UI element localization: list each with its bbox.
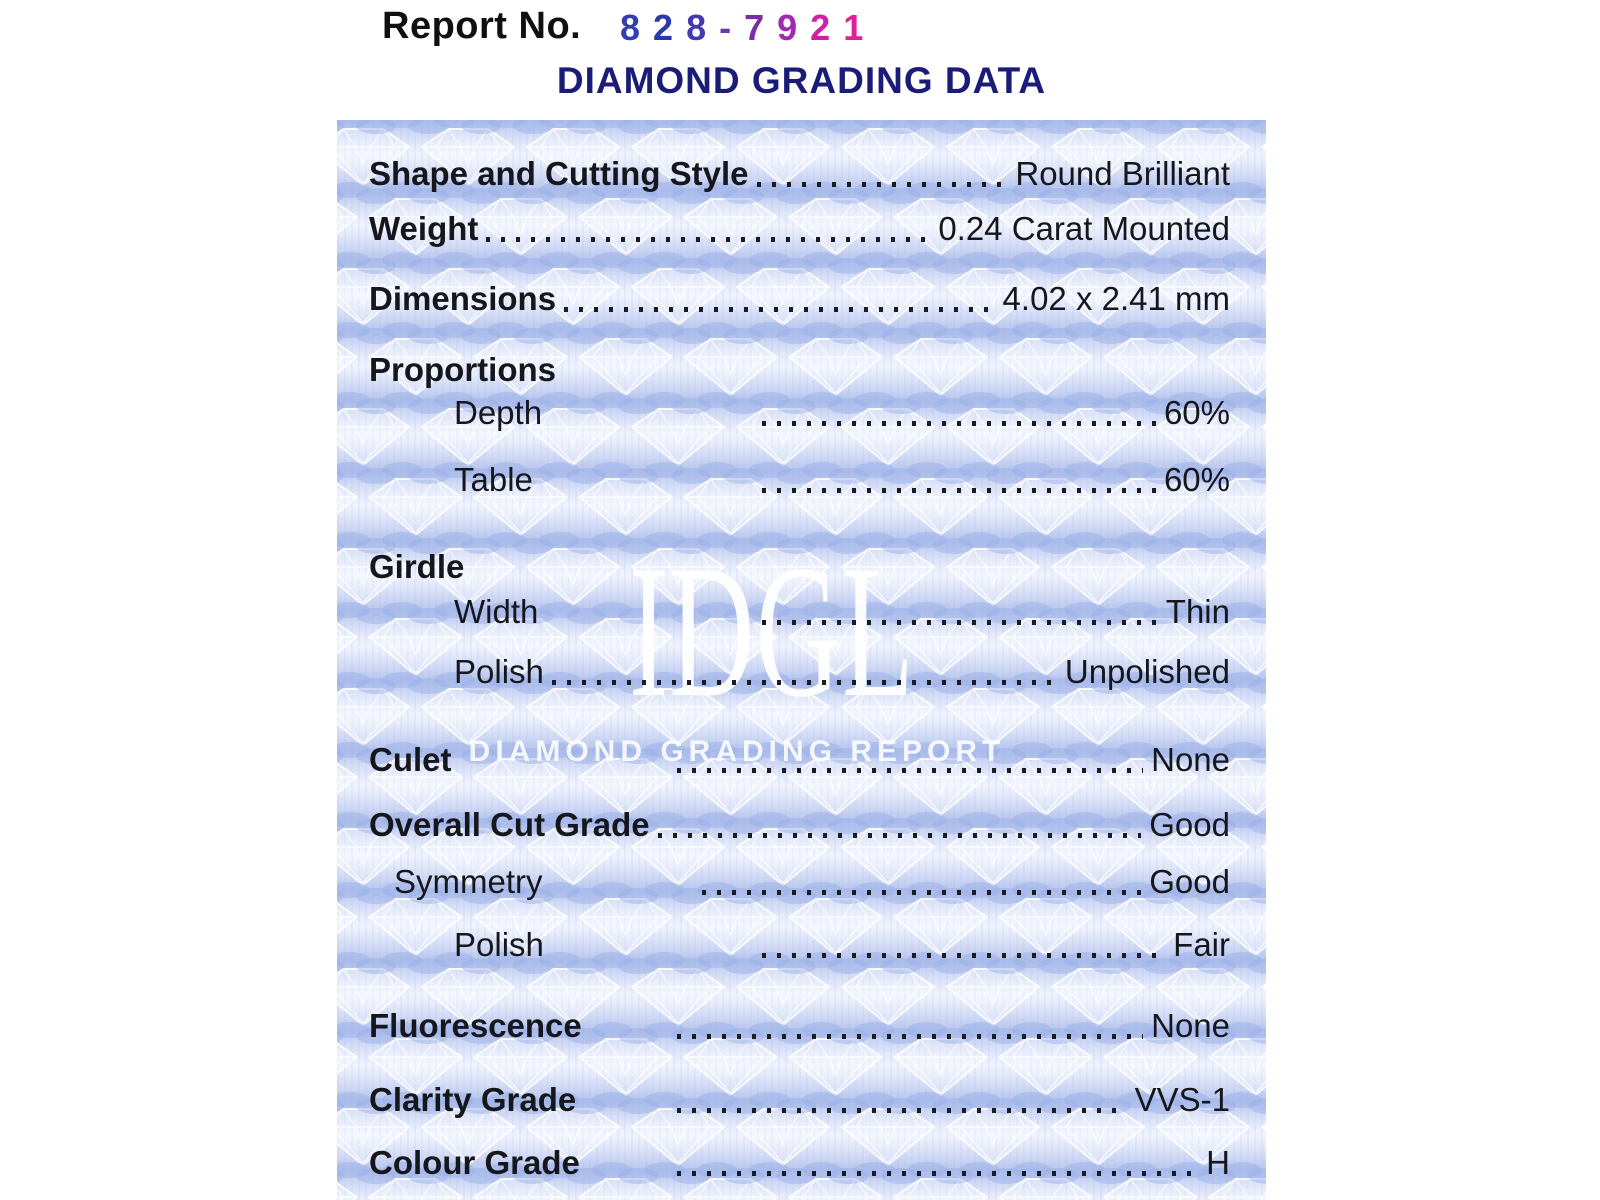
report-digit: 2 <box>810 7 844 48</box>
report-digit: 2 <box>653 7 687 48</box>
report-digit: 8 <box>686 7 720 48</box>
field-label: Width <box>454 593 539 630</box>
field-label: Weight <box>369 210 479 247</box>
row-weight: Weight 0.24 Carat Mounted <box>369 207 1230 251</box>
field-label: Colour Grade <box>369 1144 580 1181</box>
row-table: Table 60% <box>369 458 1230 502</box>
field-label: Depth <box>454 394 543 431</box>
field-label-column: Width <box>369 590 754 634</box>
section-girdle: Girdle <box>369 545 1230 589</box>
dot-leader <box>657 833 1142 838</box>
report-digit: 8 <box>620 7 654 48</box>
row-overall-cut-grade: Overall Cut Grade Good <box>369 803 1230 847</box>
dot-leader <box>677 1108 1127 1113</box>
row-depth: Depth 60% <box>369 391 1230 435</box>
dot-leader <box>677 768 1144 773</box>
dot-leader <box>756 182 1008 187</box>
report-number: 828-7921 <box>620 7 876 49</box>
document-title: DIAMOND GRADING DATA <box>556 60 1047 101</box>
row-shape-and-cutting-style: Shape and Cutting Style Round Brilliant <box>369 152 1230 196</box>
field-value: Unpolished <box>1064 653 1230 690</box>
idgl-watermark: IDGL <box>628 527 916 737</box>
field-label-column: Clarity Grade <box>369 1078 669 1122</box>
field-label: Fluorescence <box>369 1007 582 1044</box>
row-symmetry: Symmetry Good <box>369 860 1230 904</box>
dot-leader <box>677 1034 1144 1039</box>
field-label: Overall Cut Grade <box>369 806 650 843</box>
report-digit: 7 <box>744 7 778 48</box>
section-proportions: Proportions <box>369 348 1230 392</box>
section-label: Girdle <box>369 548 465 585</box>
row-girdle-width: Width Thin <box>369 590 1230 634</box>
section-label: Proportions <box>369 351 556 388</box>
report-digit: - <box>719 7 745 48</box>
field-label-column: Symmetry <box>369 860 694 904</box>
dot-leader <box>564 307 995 312</box>
field-value: H <box>1206 1144 1230 1181</box>
field-label: Dimensions <box>369 280 557 317</box>
field-value: Round Brilliant <box>1015 155 1230 192</box>
field-label: Table <box>454 461 533 498</box>
report-no-label: Report No. <box>382 5 582 47</box>
field-value: None <box>1151 741 1230 778</box>
field-value: 0.24 Carat Mounted <box>938 210 1230 247</box>
field-value: Thin <box>1165 593 1230 630</box>
dot-leader <box>762 488 1156 493</box>
field-label-column: Table <box>369 458 754 502</box>
certificate-body: IDGL DIAMOND GRADING REPORT Shape and Cu… <box>337 120 1266 1200</box>
row-girdle-polish: Polish Unpolished <box>369 650 1230 694</box>
field-value: None <box>1151 1007 1230 1044</box>
field-label-column: Depth <box>369 391 754 435</box>
dot-leader <box>702 890 1142 895</box>
dot-leader <box>551 680 1057 685</box>
dot-leader <box>762 421 1156 426</box>
row-dimensions: Dimensions 4.02 x 2.41 mm <box>369 277 1230 321</box>
row-clarity-grade: Clarity Grade VVS-1 <box>369 1078 1230 1122</box>
field-label: Symmetry <box>394 863 543 900</box>
field-value: 60% <box>1163 394 1230 431</box>
field-value: Fair <box>1173 926 1230 963</box>
field-value: Good <box>1149 806 1230 843</box>
dot-leader <box>762 620 1158 625</box>
watermark-subtitle: DIAMOND GRADING REPORT <box>468 735 1006 768</box>
field-label: Polish <box>454 653 544 690</box>
dot-leader <box>762 953 1166 958</box>
diamond-pattern-background <box>337 120 1266 1200</box>
field-label-column: Polish <box>369 923 754 967</box>
field-label: Clarity Grade <box>369 1081 577 1118</box>
report-digit: 9 <box>777 7 811 48</box>
row-polish: Polish Fair <box>369 923 1230 967</box>
row-culet: Culet None <box>369 738 1230 782</box>
field-value: 4.02 x 2.41 mm <box>1002 280 1230 317</box>
dot-leader <box>677 1171 1199 1176</box>
row-fluorescence: Fluorescence None <box>369 1004 1230 1048</box>
field-label: Polish <box>454 926 544 963</box>
field-value: 60% <box>1163 461 1230 498</box>
field-value: Good <box>1149 863 1230 900</box>
field-label-column: Fluorescence <box>369 1004 669 1048</box>
report-digit: 1 <box>843 7 877 48</box>
row-colour-grade: Colour Grade H <box>369 1141 1230 1185</box>
field-label: Shape and Cutting Style <box>369 155 749 192</box>
field-label-column: Colour Grade <box>369 1141 669 1185</box>
field-value: VVS-1 <box>1134 1081 1230 1118</box>
field-label-column: Culet <box>369 738 669 782</box>
field-label: Culet <box>369 741 452 778</box>
dot-leader <box>486 237 931 242</box>
